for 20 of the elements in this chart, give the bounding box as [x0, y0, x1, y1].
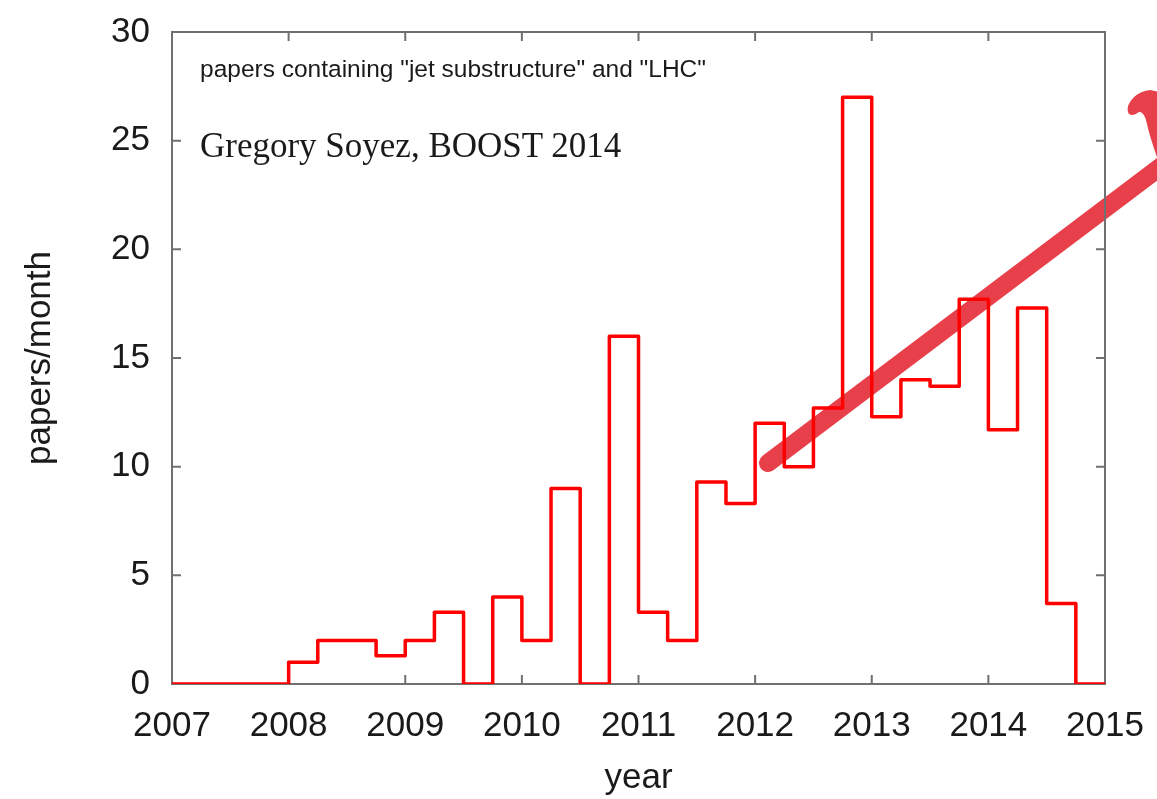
y-tick-label: 5: [130, 552, 150, 592]
text: Gregory Soyez, BOOST 2014: [200, 126, 622, 166]
x-axis-title: year: [604, 755, 673, 795]
x-tick-label: 2009: [366, 703, 445, 743]
y-tick-label: 0: [130, 661, 150, 701]
x-tick-label: 2013: [832, 703, 911, 743]
y-tick-label: 20: [111, 226, 150, 266]
y-tick-label: 15: [111, 335, 150, 375]
x-tick-label: 2015: [1066, 703, 1144, 743]
x-tick-label: 2011: [600, 703, 677, 743]
x-tick-label: 2008: [249, 703, 328, 743]
y-axis-title: papers/month: [17, 250, 57, 466]
x-tick-label: 2010: [482, 703, 561, 743]
text: papers containing "jet substructure" and "LHC": [200, 54, 707, 82]
x-tick-label: 2007: [133, 703, 211, 743]
y-tick-label: 10: [111, 444, 150, 484]
y-tick-label: 25: [111, 118, 150, 158]
x-tick-label: 2014: [949, 703, 1028, 743]
x-tick-label: 2012: [716, 703, 795, 743]
y-tick-label: 30: [111, 9, 150, 49]
